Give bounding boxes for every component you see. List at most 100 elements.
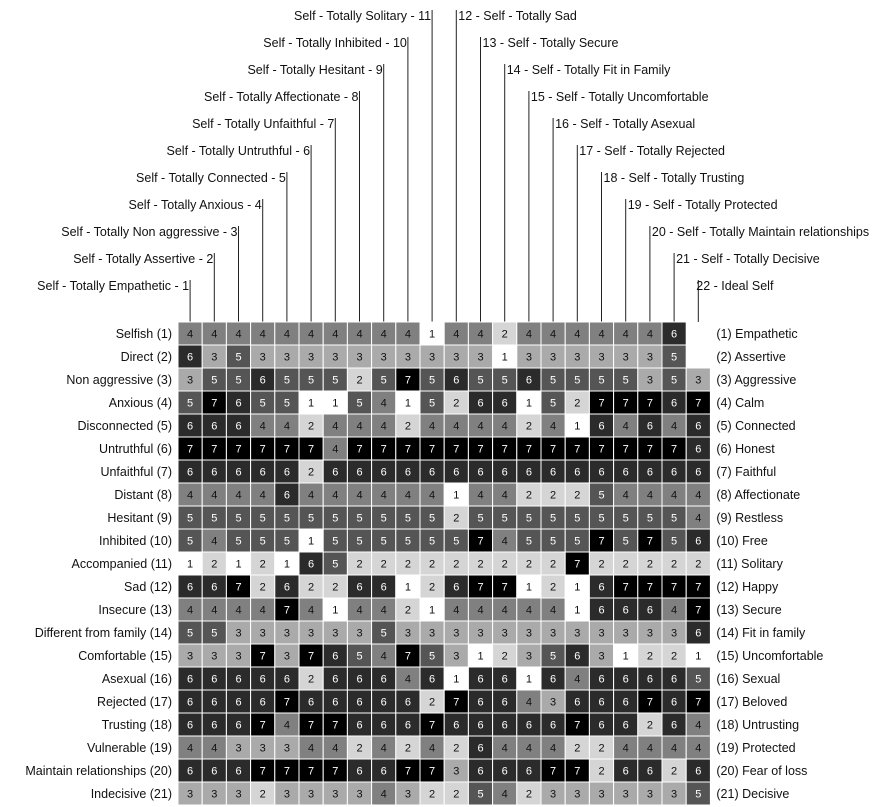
cell-value-label: 5 xyxy=(235,513,241,525)
cell-value-label: 6 xyxy=(453,375,459,387)
cell-value-label: 3 xyxy=(550,352,556,364)
cell-value-label: 3 xyxy=(623,352,629,364)
cell-value-label: 4 xyxy=(477,490,483,502)
cell-value-label: 2 xyxy=(574,398,580,410)
cell-value-label: 2 xyxy=(671,559,677,571)
cell-value-label: 6 xyxy=(477,674,483,686)
cell-value-label: 5 xyxy=(574,513,580,525)
cell-value-label: 5 xyxy=(695,674,701,686)
row-left-pole-label: Anxious (4) xyxy=(109,396,172,410)
cell-value-label: 5 xyxy=(671,352,677,364)
cell-value-label: 3 xyxy=(332,789,338,801)
row-right-pole-label: (20) Fear of loss xyxy=(716,764,807,778)
cell-value-label: 6 xyxy=(405,697,411,709)
cell-value-label: 1 xyxy=(526,582,532,594)
cell-value-label: 4 xyxy=(308,490,314,502)
cell-value-label: 6 xyxy=(405,720,411,732)
cell-value-label: 5 xyxy=(550,536,556,548)
cell-value-label: 4 xyxy=(477,421,483,433)
cell-value-label: 3 xyxy=(453,766,459,778)
cell-value-label: 5 xyxy=(235,375,241,387)
cell-value-label: 2 xyxy=(647,559,653,571)
cell-value-label: 5 xyxy=(187,513,193,525)
cell-value-label: 6 xyxy=(526,467,532,479)
cell-value-label: 4 xyxy=(381,490,387,502)
cell-value-label: 2 xyxy=(526,490,532,502)
cell-value-label: 3 xyxy=(405,628,411,640)
cell-value-label: 4 xyxy=(623,490,629,502)
row-left-pole-label: Different from family (14) xyxy=(35,626,172,640)
cell-value-label: 6 xyxy=(381,467,387,479)
cell-value-label: 5 xyxy=(502,375,508,387)
cell-value-label: 6 xyxy=(356,582,362,594)
cell-value-label: 6 xyxy=(695,467,701,479)
row-right-pole-label: (12) Happy xyxy=(716,580,779,594)
cell-value-label: 5 xyxy=(550,513,556,525)
row-right-pole-label: (14) Fit in family xyxy=(716,626,806,640)
cell-value-label: 5 xyxy=(598,513,604,525)
row-right-pole-label: (8) Affectionate xyxy=(716,488,800,502)
cell-value-label: 4 xyxy=(332,490,338,502)
column-header-label: 20 - Self - Totally Maintain relationshi… xyxy=(652,225,869,239)
row-left-pole-label: Insecure (13) xyxy=(98,603,172,617)
cell-value-label: 3 xyxy=(647,375,653,387)
cell-value-label: 1 xyxy=(332,605,338,617)
cell-value-label: 3 xyxy=(526,651,532,663)
cell-value-label: 4 xyxy=(381,605,387,617)
cell-value-label: 4 xyxy=(477,605,483,617)
cell-value-label: 6 xyxy=(502,766,508,778)
cell-value-label: 6 xyxy=(647,467,653,479)
row-right-pole-label: (15) Uncomfortable xyxy=(716,649,823,663)
cell-value-label: 2 xyxy=(598,743,604,755)
cell-value-label: 5 xyxy=(260,398,266,410)
cell-value-label: 6 xyxy=(502,697,508,709)
cell-value-label: 2 xyxy=(405,743,411,755)
cell-value-label: 6 xyxy=(235,398,241,410)
cell-value-label: 3 xyxy=(235,789,241,801)
cell-value-label: 3 xyxy=(429,352,435,364)
cell-value-label: 2 xyxy=(429,789,435,801)
cell-value-label: 6 xyxy=(260,697,266,709)
cell-value-label: 5 xyxy=(187,628,193,640)
cell-value-label: 6 xyxy=(477,697,483,709)
cell-value-label: 4 xyxy=(211,743,217,755)
row-left-pole-label: Untruthful (6) xyxy=(99,442,172,456)
cell-value-label: 4 xyxy=(356,605,362,617)
cell-value-label: 7 xyxy=(260,444,266,456)
cell-value-label: 7 xyxy=(429,720,435,732)
cell-value-label: 5 xyxy=(356,536,362,548)
cell-value-label: 5 xyxy=(235,536,241,548)
row-left-pole-label: Rejected (17) xyxy=(97,695,172,709)
cell-value-label: 5 xyxy=(526,536,532,548)
cell-value-label: 2 xyxy=(598,766,604,778)
cell-value-label: 7 xyxy=(647,444,653,456)
cell-value-label: 2 xyxy=(211,559,217,571)
cell-value-label: 3 xyxy=(429,628,435,640)
cell-value-label: 7 xyxy=(235,444,241,456)
cell-value-label: 4 xyxy=(695,490,701,502)
row-right-pole-label: (2) Assertive xyxy=(716,350,786,364)
cell-value-label: 4 xyxy=(647,490,653,502)
cell-value-label: 4 xyxy=(187,743,193,755)
row-right-pole-label: (7) Faithful xyxy=(716,465,776,479)
cell-value-label: 2 xyxy=(574,490,580,502)
cell-value-label: 3 xyxy=(308,352,314,364)
cell-value-label: 2 xyxy=(332,582,338,594)
cell-value-label: 2 xyxy=(671,651,677,663)
cell-value-label: 4 xyxy=(429,421,435,433)
column-header-label: Self - Totally Anxious - 4 xyxy=(129,198,262,212)
cell-value-label: 4 xyxy=(405,674,411,686)
cell-value-label: 5 xyxy=(671,513,677,525)
cell-value-label: 4 xyxy=(235,605,241,617)
cell-value-label: 5 xyxy=(356,513,362,525)
cell-value-label: 7 xyxy=(671,582,677,594)
row-right-pole-label: (1) Empathetic xyxy=(716,327,797,341)
cell-value-label: 4 xyxy=(284,720,290,732)
cell-value-label: 5 xyxy=(502,513,508,525)
column-header-label: Self - Totally Untruthful - 6 xyxy=(167,144,311,158)
cell-value-label: 6 xyxy=(647,421,653,433)
cell-value-label: 3 xyxy=(308,628,314,640)
column-header-label: Self - Totally Non aggressive - 3 xyxy=(61,225,237,239)
cell-value-label: 3 xyxy=(235,743,241,755)
